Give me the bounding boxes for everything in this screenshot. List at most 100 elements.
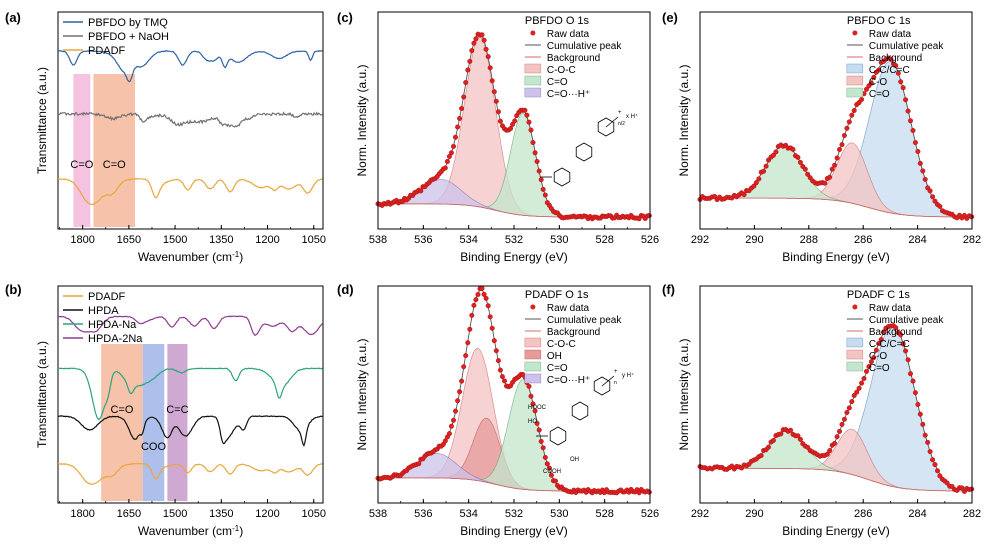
raw-data-point — [795, 154, 801, 160]
legend-entry: Background — [547, 53, 600, 64]
panel-label: (e) — [662, 10, 678, 25]
raw-data-point — [905, 108, 911, 114]
x-tick-label: 526 — [641, 508, 659, 520]
x-tick-label: 1350 — [209, 508, 233, 520]
raw-data-point — [854, 389, 860, 395]
structure-label: n/2 — [618, 121, 625, 127]
raw-data-point — [508, 125, 514, 131]
raw-data-point — [483, 46, 489, 52]
legend-entry: Cumulative peak — [547, 41, 622, 52]
raw-data-point — [467, 326, 473, 332]
raw-data-point — [908, 118, 914, 124]
legend-marker — [530, 304, 536, 310]
raw-data-point — [526, 383, 532, 389]
panel-label: (b) — [5, 282, 22, 297]
raw-data-point — [448, 150, 454, 156]
raw-data-point — [489, 78, 495, 84]
legend-entry: C-O — [869, 77, 888, 88]
raw-data-point — [442, 438, 448, 444]
raw-data-point — [844, 410, 850, 416]
legend-entry: C-C/C=C — [869, 339, 910, 350]
panel-e: 292 290 288 286 284 282 Binding Energy (eV) Nor… — [662, 10, 981, 264]
structure-bond — [605, 116, 619, 128]
legend-swatch — [524, 63, 542, 74]
raw-data-point — [453, 408, 459, 414]
band-label: C=C — [166, 404, 188, 416]
panel-label: (d) — [337, 282, 354, 297]
raw-data-point — [846, 405, 852, 411]
legend-entry: Cumulative peak — [547, 315, 622, 326]
raw-data-point — [453, 134, 459, 140]
raw-data-point — [832, 162, 838, 168]
x-tick-label: 286 — [854, 508, 872, 520]
x-tick-label: 282 — [963, 234, 981, 246]
raw-data-point — [536, 168, 542, 174]
structure-label: + — [614, 369, 618, 375]
x-tick-label: 528 — [595, 234, 613, 246]
x-axis-label: Binding Energy (eV) — [460, 524, 567, 538]
raw-data-point — [495, 109, 501, 115]
raw-data-point — [528, 393, 534, 399]
chemical-structure: HOOC OH HO COOH + y H⁺ n — [528, 369, 634, 475]
raw-data-point — [530, 401, 536, 407]
raw-data-point — [864, 86, 870, 92]
legend-entry: C=O — [869, 89, 890, 100]
raw-data-point — [822, 180, 828, 186]
legend-swatch — [846, 361, 864, 372]
legend-swatch — [846, 349, 864, 360]
spectrum-line — [57, 50, 323, 83]
raw-data-point — [910, 127, 916, 133]
legend-entry: Raw data — [869, 303, 912, 314]
raw-data-point — [893, 63, 899, 69]
raw-data-point — [770, 152, 776, 158]
raw-data-point — [455, 398, 461, 404]
panel-d: 538 536 534 532 530 528 526 Binding Energy (eV)… — [337, 282, 659, 538]
raw-data-point — [457, 389, 463, 395]
raw-data-point — [905, 357, 911, 363]
raw-data-point — [538, 438, 544, 444]
raw-data-point — [773, 149, 779, 155]
spectrum-line — [57, 367, 323, 421]
band-region — [101, 344, 143, 501]
raw-data-point — [898, 79, 904, 85]
raw-data-point — [866, 364, 872, 370]
structure-label: HOOC — [528, 405, 547, 411]
panel-label: (c) — [337, 10, 353, 25]
raw-data-point — [473, 297, 479, 303]
raw-data-point — [834, 155, 840, 161]
raw-data-point — [876, 341, 882, 347]
raw-data-point — [481, 291, 487, 297]
x-tick-label: 1650 — [117, 508, 141, 520]
legend-entry: PBFDO by TMQ — [88, 17, 168, 29]
raw-data-point — [451, 417, 457, 423]
raw-data-point — [915, 148, 921, 154]
legend-marker — [852, 304, 858, 310]
raw-data-point — [922, 432, 928, 438]
raw-data-point — [534, 420, 540, 426]
x-axis-label: Binding Energy (eV) — [782, 524, 889, 538]
raw-data-point — [532, 408, 538, 414]
spectrum-line — [57, 315, 323, 337]
raw-data-point — [790, 146, 796, 152]
x-tick-label: 1500 — [163, 508, 187, 520]
raw-data-point — [903, 97, 909, 103]
raw-data-point — [903, 348, 909, 354]
raw-data-point — [766, 444, 772, 450]
raw-data-point — [871, 355, 877, 361]
raw-data-point — [542, 454, 548, 460]
x-tick-label: 534 — [459, 234, 477, 246]
legend-entry: C-O-C — [547, 65, 576, 76]
raw-data-point — [493, 348, 499, 354]
panel-label: (f) — [662, 282, 675, 297]
legend-entry: C=O — [869, 363, 890, 374]
x-tick-label: 1200 — [255, 508, 279, 520]
raw-data-point — [935, 468, 941, 474]
raw-data-point — [471, 302, 477, 308]
x-tick-label: 290 — [745, 234, 763, 246]
raw-data-point — [763, 163, 769, 169]
raw-data-point — [900, 341, 906, 347]
raw-data-point — [487, 314, 493, 320]
raw-data-point — [491, 89, 497, 95]
legend-swatch — [524, 349, 542, 360]
